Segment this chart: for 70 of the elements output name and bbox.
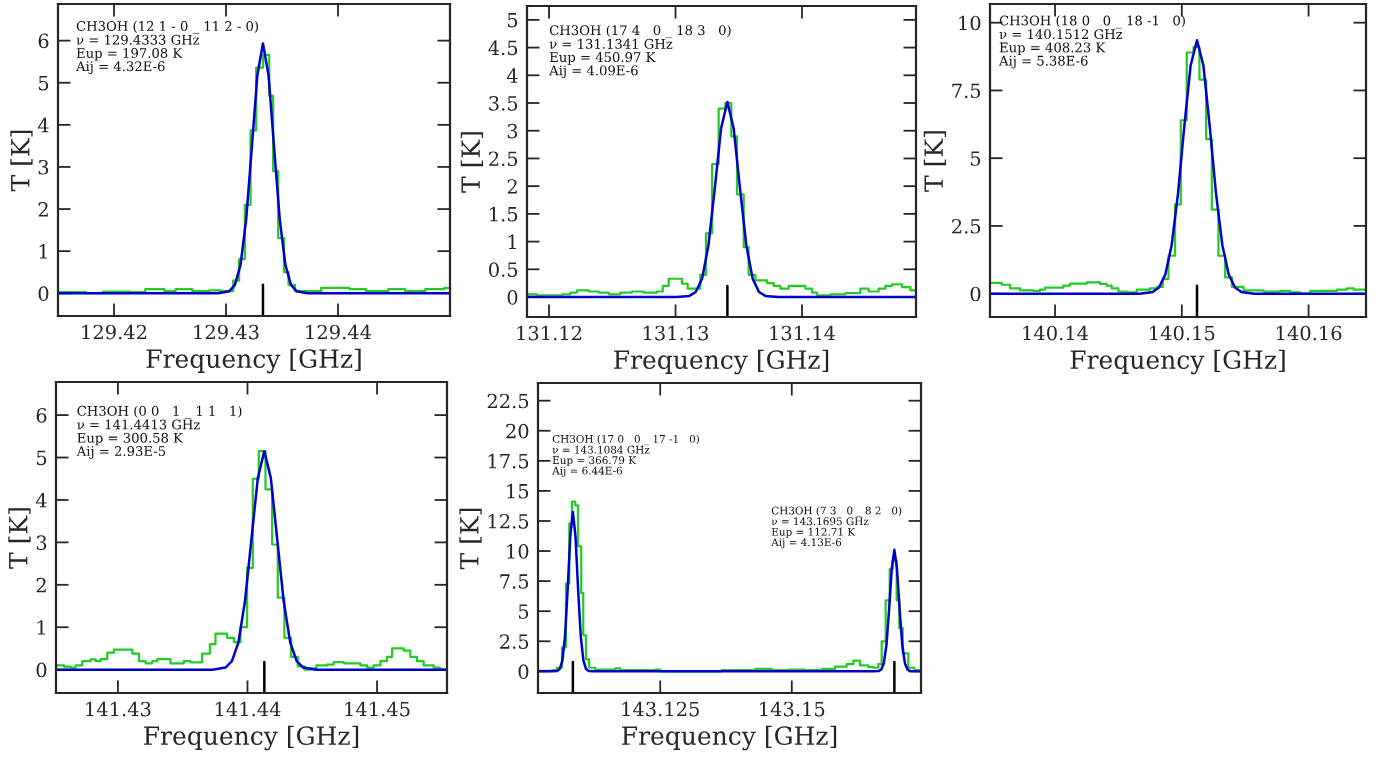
y-axis-title: T [K] bbox=[459, 508, 482, 570]
annotation: CH3OH (17 4 0 _ 18 3 0) ν = 131.1341 GHz Eup = 450.97 K Aij = 4.09E-6 bbox=[549, 24, 731, 79]
annotation: CH3OH (12 1 - 0 _ 11 2 - 0) ν = 129.4333 GHz Eup = 197.08 K Aij = 4.32E-6 bbox=[75, 20, 259, 74]
x-tick-label: 131.13 bbox=[643, 325, 709, 341]
y-tick-label: 4.5 bbox=[488, 40, 518, 56]
y-tick-label: 2.5 bbox=[952, 218, 981, 234]
y-axis-title: T [K] bbox=[460, 132, 484, 193]
y-tick-label: 17.5 bbox=[488, 453, 529, 469]
y-tick-label: 6 bbox=[36, 408, 47, 423]
x-axis-title: Frequency [GHz] bbox=[144, 725, 359, 751]
x-axis-title: Frequency [GHz] bbox=[622, 725, 837, 751]
y-tick-label: 5 bbox=[518, 604, 529, 619]
y-tick-label: 7.5 bbox=[500, 574, 529, 589]
y-tick-label: 4 bbox=[35, 492, 47, 508]
x-axis-title: Frequency [GHz] bbox=[146, 348, 361, 374]
y-tick-label: 4 bbox=[506, 68, 518, 83]
y-tick-label: 4 bbox=[37, 117, 49, 133]
y-tick-label: 7.5 bbox=[952, 83, 981, 99]
y-tick-label: 10 bbox=[507, 544, 529, 559]
y-tick-label: 2 bbox=[38, 202, 48, 217]
x-tick-label: 140.14 bbox=[1023, 325, 1089, 341]
y-tick-label: 3.5 bbox=[489, 95, 518, 111]
annotation: CH3OH (7 3 0 _ 8 2 0) ν = 143.1695 GHz Eup = 112.71 K Aij = 4.13E-6 bbox=[771, 506, 902, 549]
x-tick-label: 131.12 bbox=[517, 325, 582, 341]
x-tick-label: 129.44 bbox=[306, 324, 372, 340]
y-axis-title: T [K] bbox=[8, 508, 31, 569]
annotation: CH3OH (0 0 1 _ 1 1 1) ν = 141.4413 GHz Eup = 300.58 K Aij = 2.93E-5 bbox=[76, 405, 242, 459]
x-tick-label: 141.43 bbox=[86, 701, 151, 717]
y-tick-label: 0 bbox=[970, 286, 981, 302]
x-axis-title: Frequency [GHz] bbox=[1070, 349, 1285, 375]
y-tick-label: 3 bbox=[38, 159, 49, 175]
x-tick-label: 141.45 bbox=[345, 701, 410, 717]
y-tick-label: 2.5 bbox=[500, 634, 529, 649]
y-tick-label: 2.5 bbox=[489, 151, 518, 167]
x-axis-title: Frequency [GHz] bbox=[614, 349, 829, 375]
y-tick-label: 1 bbox=[37, 620, 45, 635]
x-tick-label: 140.15 bbox=[1150, 325, 1215, 341]
y-tick-label: 5 bbox=[507, 13, 518, 28]
y-tick-label: 5 bbox=[38, 75, 49, 91]
y-tick-label: 22.5 bbox=[487, 393, 529, 409]
y-tick-label: 0 bbox=[518, 664, 529, 680]
x-tick-label: 129.42 bbox=[82, 324, 147, 340]
y-tick-label: 6 bbox=[38, 33, 49, 49]
y-tick-label: 5 bbox=[970, 151, 981, 166]
y-tick-label: 2 bbox=[36, 577, 46, 593]
y-axis-title: T [K] bbox=[923, 131, 947, 192]
y-tick-label: 2 bbox=[507, 179, 517, 194]
y-tick-label: 20 bbox=[506, 423, 529, 439]
annotation: CH3OH (18 0 0 _ 18 -1 0) ν = 140.1512 GHz Eup = 408.23 K Aij = 5.38E-6 bbox=[998, 15, 1185, 69]
y-tick-label: 0 bbox=[36, 662, 47, 678]
y-tick-label: 3 bbox=[507, 123, 518, 139]
y-tick-label: 1 bbox=[39, 244, 47, 259]
x-tick-label: 140.16 bbox=[1276, 325, 1342, 341]
y-tick-label: 3 bbox=[36, 535, 47, 551]
x-tick-label: 143.125 bbox=[622, 701, 699, 717]
y-tick-label: 0 bbox=[507, 290, 518, 305]
y-tick-label: 0 bbox=[38, 286, 49, 301]
y-tick-label: 5 bbox=[36, 450, 47, 466]
y-tick-label: 10 bbox=[959, 15, 981, 31]
y-tick-label: 12.5 bbox=[488, 513, 529, 529]
y-tick-label: 0.5 bbox=[489, 262, 518, 277]
x-tick-label: 131.14 bbox=[770, 325, 836, 341]
y-tick-label: 15 bbox=[507, 483, 529, 499]
x-tick-label: 143.15 bbox=[760, 701, 825, 717]
x-tick-label: 129.43 bbox=[194, 324, 259, 340]
annotation: CH3OH (17 0 0 _ 17 -1 0) ν = 143.1084 GHz Eup = 366.79 K Aij = 6.44E-6 bbox=[552, 434, 699, 477]
y-tick-label: 1 bbox=[508, 234, 516, 249]
y-tick-label: 1.5 bbox=[490, 206, 518, 222]
y-axis-title: T [K] bbox=[10, 130, 33, 192]
x-tick-label: 141.44 bbox=[215, 701, 281, 717]
